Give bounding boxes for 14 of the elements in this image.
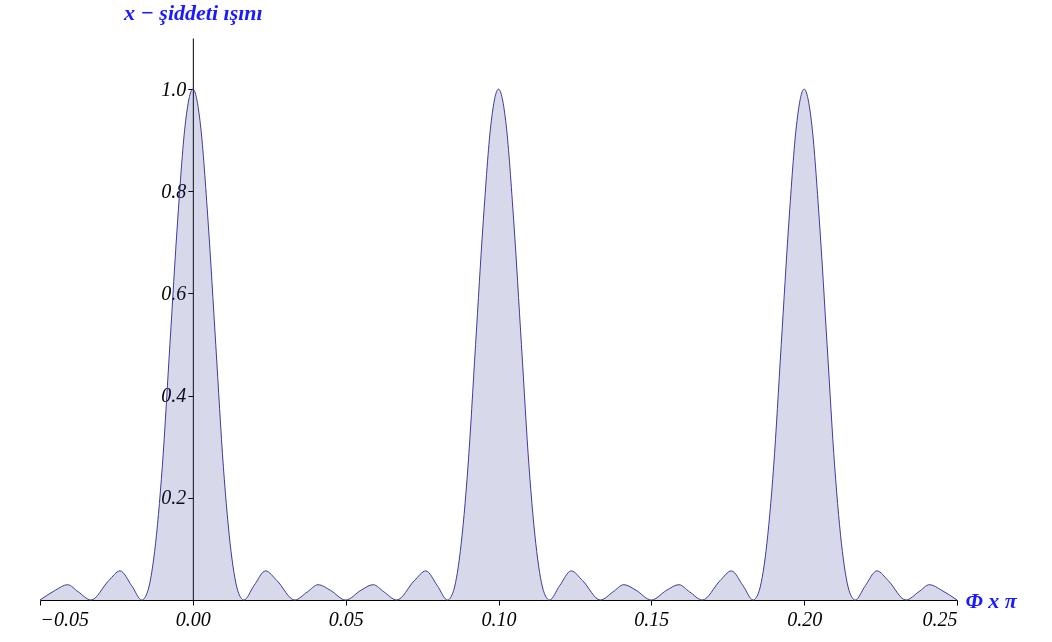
y-tick-label: 0.8 bbox=[161, 179, 187, 202]
x-axis-title: Φ x π bbox=[965, 587, 1018, 613]
x-tick-label: 0.20 bbox=[787, 607, 823, 630]
y-axis-title: x − şiddeti ışını bbox=[123, 0, 263, 25]
x-tick-label: −0.05 bbox=[40, 607, 89, 630]
x-tick-label: 0.05 bbox=[328, 607, 364, 630]
x-tick-label: 0.15 bbox=[634, 607, 670, 630]
y-tick-label: 0.2 bbox=[161, 486, 187, 509]
x-tick-label: 0.10 bbox=[481, 607, 517, 630]
y-tick-label: 0.6 bbox=[161, 281, 187, 304]
x-tick-label: 0.00 bbox=[175, 607, 211, 630]
x-tick-label: 0.25 bbox=[922, 607, 958, 630]
y-tick-label: 0.4 bbox=[161, 384, 187, 407]
y-tick-label: 1.0 bbox=[161, 77, 187, 100]
